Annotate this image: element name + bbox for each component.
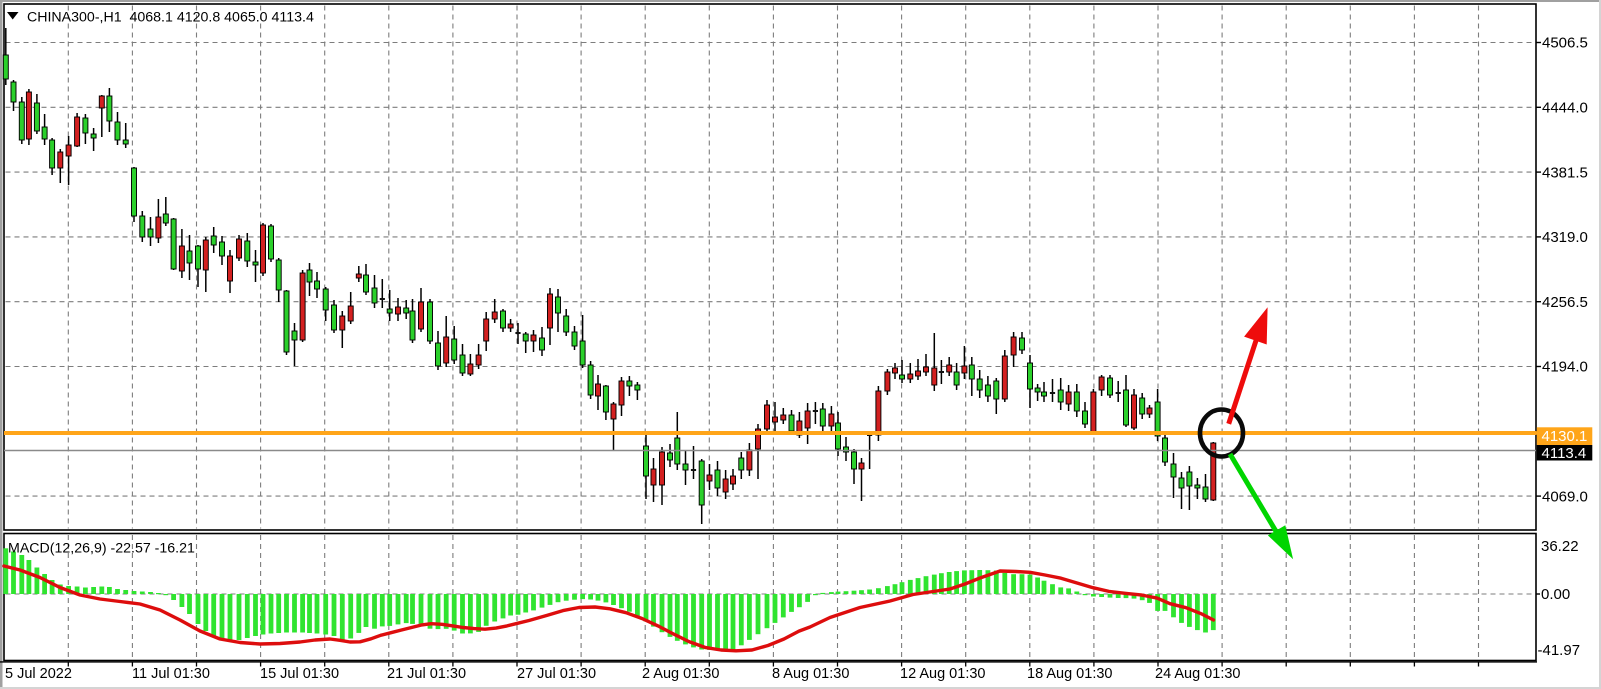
svg-text:4506.5: 4506.5 — [1542, 35, 1588, 52]
svg-text:24 Aug 01:30: 24 Aug 01:30 — [1155, 666, 1240, 682]
svg-text:15 Jul 01:30: 15 Jul 01:30 — [260, 666, 339, 682]
svg-text:4319.0: 4319.0 — [1542, 229, 1588, 246]
svg-text:4113.4: 4113.4 — [1542, 445, 1587, 462]
svg-text:4130.1: 4130.1 — [1542, 428, 1588, 445]
svg-text:4444.0: 4444.0 — [1542, 100, 1588, 117]
svg-text:36.22: 36.22 — [1541, 538, 1579, 555]
svg-text:0.00: 0.00 — [1541, 586, 1570, 603]
svg-text:CHINA300-,H1 4068.1 4120.8 40: CHINA300-,H1 4068.1 4120.8 4065.0 4113.4 — [27, 10, 314, 26]
svg-text:27 Jul 01:30: 27 Jul 01:30 — [517, 666, 596, 682]
svg-text:21 Jul 01:30: 21 Jul 01:30 — [387, 666, 466, 682]
svg-text:2 Aug 01:30: 2 Aug 01:30 — [642, 666, 719, 682]
svg-text:4256.5: 4256.5 — [1542, 294, 1588, 311]
svg-text:4194.0: 4194.0 — [1542, 359, 1588, 376]
svg-text:11 Jul 01:30: 11 Jul 01:30 — [132, 666, 210, 682]
svg-text:12 Aug 01:30: 12 Aug 01:30 — [900, 666, 985, 682]
svg-text:5 Jul 2022: 5 Jul 2022 — [5, 666, 72, 682]
svg-text:MACD(12,26,9) -22.57 -16.21: MACD(12,26,9) -22.57 -16.21 — [8, 541, 195, 557]
svg-text:4069.0: 4069.0 — [1542, 488, 1588, 505]
svg-text:8 Aug 01:30: 8 Aug 01:30 — [772, 666, 849, 682]
svg-text:-41.97: -41.97 — [1538, 642, 1581, 659]
svg-text:4381.5: 4381.5 — [1542, 164, 1588, 181]
svg-text:18 Aug 01:30: 18 Aug 01:30 — [1027, 666, 1112, 682]
